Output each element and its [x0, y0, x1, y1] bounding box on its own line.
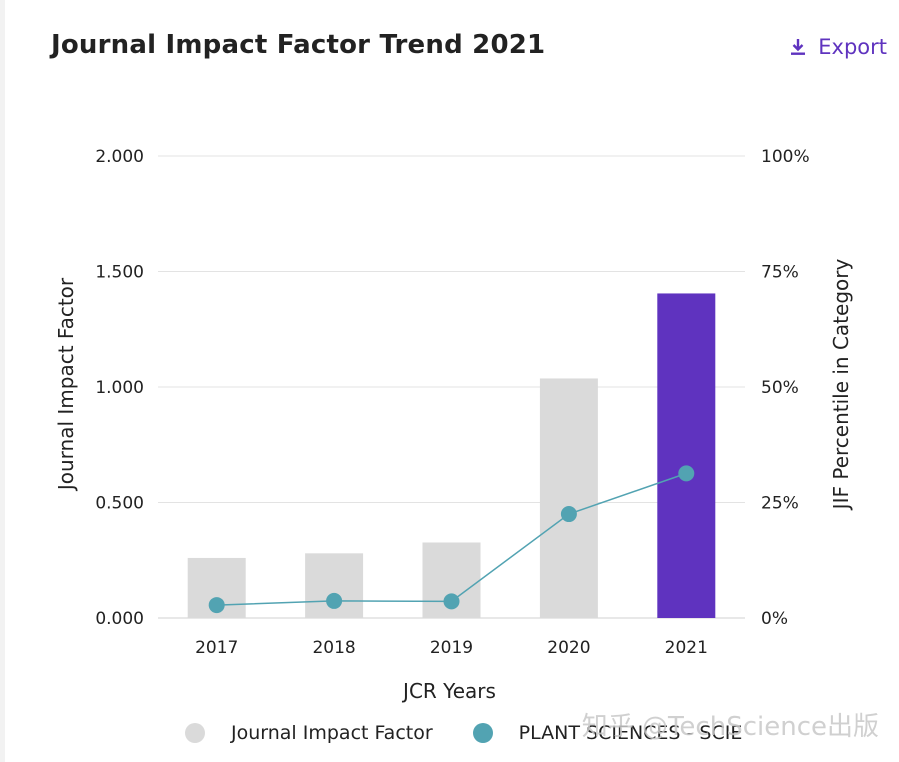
legend-label-jif: Journal Impact Factor — [231, 722, 433, 744]
left-rule — [0, 0, 5, 762]
y2-tick-label: 75% — [761, 263, 799, 283]
data-point — [560, 506, 577, 523]
data-point — [208, 597, 225, 614]
chart-title: Journal Impact Factor Trend 2021 — [51, 30, 546, 60]
export-button[interactable]: Export — [788, 35, 887, 59]
legend-label-percentile: PLANT SCIENCES - SCIE — [518, 722, 743, 744]
y-tick-label: 2.000 — [95, 147, 144, 167]
y-tick-label: 0.000 — [95, 609, 144, 629]
y2-tick-label: 50% — [761, 378, 799, 398]
x-tick-label: 2017 — [195, 638, 238, 658]
data-point — [443, 593, 460, 610]
download-icon — [791, 39, 806, 55]
y2-tick-label: 25% — [761, 494, 799, 514]
x-tick-label: 2021 — [665, 638, 708, 658]
y2-tick-label: 100% — [761, 147, 810, 167]
bar — [657, 293, 716, 618]
export-label: Export — [818, 35, 887, 59]
bar — [539, 378, 598, 618]
watermark: 知乎 @TechScience出版 — [581, 712, 879, 742]
y2-tick-label: 0% — [761, 609, 788, 629]
legend-item-jif[interactable]: Journal Impact Factor — [185, 722, 433, 744]
y-tick-label: 1.500 — [95, 263, 144, 283]
y-tick-label: 1.000 — [95, 378, 144, 398]
data-point — [326, 592, 343, 609]
legend-swatch-percentile — [472, 723, 493, 743]
x-tick-label: 2020 — [547, 638, 590, 658]
x-axis-title: JCR Years — [401, 679, 496, 703]
y2-axis-title: JIF Percentile in Category — [829, 259, 853, 512]
x-tick-label: 2019 — [430, 638, 473, 658]
legend-swatch-jif — [185, 723, 205, 743]
legend-item-percentile[interactable]: PLANT SCIENCES - SCIE — [472, 722, 743, 744]
y-axis-title: Journal Impact Factor — [54, 277, 78, 492]
x-tick-label: 2018 — [312, 638, 355, 658]
data-point — [678, 465, 695, 482]
legend: Journal Impact Factor PLANT SCIENCES - S… — [185, 722, 782, 744]
y-tick-label: 0.500 — [95, 494, 144, 514]
